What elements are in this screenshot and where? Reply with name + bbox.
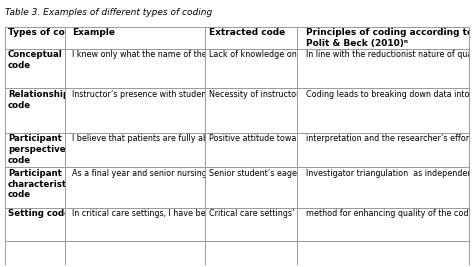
Text: Instructor’s presence with students in clinical placement is necessary to make t: Instructor’s presence with students in c…	[73, 90, 474, 99]
Text: Senior student’s eagerness to collaborate: Senior student’s eagerness to collaborat…	[210, 169, 378, 178]
Text: Principles of coding according to
Polit & Beck (2010)ⁿ: Principles of coding according to Polit …	[306, 28, 473, 48]
Text: interpretation and the researcher’s efforts determine the level of coding abstra: interpretation and the researcher’s effo…	[306, 134, 474, 143]
Text: Positive attitude towards patient’s participation: Positive attitude towards patient’s part…	[210, 134, 401, 143]
Text: Investigator triangulation  as independent coding and analysis of some of the da: Investigator triangulation as independen…	[306, 169, 474, 178]
Text: Table 3. Examples of different types of coding: Table 3. Examples of different types of …	[5, 7, 212, 17]
Text: Lack of knowledge on drugs’ practical administration: Lack of knowledge on drugs’ practical ad…	[210, 50, 424, 59]
Text: Coding leads to breaking down data into incidents and examining their similariti: Coding leads to breaking down data into …	[306, 90, 474, 99]
Text: method for enhancing quality of the coding process.: method for enhancing quality of the codi…	[306, 209, 474, 218]
Text: Types of codes: Types of codes	[8, 28, 82, 37]
Text: Relationship
code: Relationship code	[8, 90, 69, 110]
Text: Setting code: Setting code	[8, 209, 70, 218]
Text: I knew only what the name of the drug was and which diseases it would treat, but: I knew only what the name of the drug wa…	[73, 50, 474, 59]
Text: Extracted code: Extracted code	[210, 28, 286, 37]
Text: In critical care settings, I have been provided with more chances to practice me: In critical care settings, I have been p…	[73, 209, 474, 218]
Text: Example: Example	[73, 28, 116, 37]
Text: Participant
characteristic
code: Participant characteristic code	[8, 169, 75, 199]
Text: Conceptual
code: Conceptual code	[8, 50, 63, 70]
Text: Participant
perspective
code: Participant perspective code	[8, 134, 65, 164]
Text: Necessity of instructor’s supervision in medication education: Necessity of instructor’s supervision in…	[210, 90, 455, 99]
Text: In line with the reductionist nature of qualitative data management, the researc: In line with the reductionist nature of …	[306, 50, 474, 59]
Text: I believe that patients are fully able to check the accuracy of the nurse’s medi: I believe that patients are fully able t…	[73, 134, 474, 143]
Text: Critical care settings’ cooperation in medication education: Critical care settings’ cooperation in m…	[210, 209, 446, 218]
Text: As a final year and senior nursing student, I liked helping the nurse to adminis: As a final year and senior nursing stude…	[73, 169, 474, 178]
